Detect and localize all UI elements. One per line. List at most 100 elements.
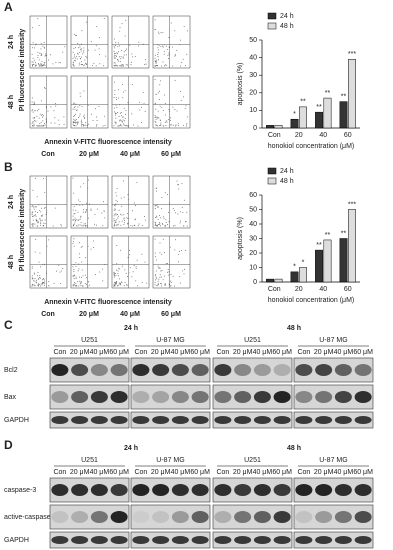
flow-dot xyxy=(88,49,90,51)
flow-dot xyxy=(155,124,157,126)
lane-label: 20 μM xyxy=(151,349,171,356)
flow-dot xyxy=(138,45,140,47)
flow-plot xyxy=(70,235,109,289)
flow-dot xyxy=(50,122,52,124)
blot-band xyxy=(273,416,291,424)
flow-dot xyxy=(142,91,144,93)
lane-label: 60 μM xyxy=(272,349,292,356)
flow-dot xyxy=(39,275,41,277)
flow-dot xyxy=(130,64,132,66)
column-label: 40 μM xyxy=(120,151,140,158)
blot-band xyxy=(191,511,209,523)
flow-dot xyxy=(98,106,100,108)
blot-band xyxy=(214,484,232,496)
flow-dot xyxy=(93,247,95,249)
flow-dot xyxy=(180,90,182,92)
y-tick-label: 30 xyxy=(249,72,257,79)
flow-dot xyxy=(157,283,159,285)
flow-dot xyxy=(168,284,170,286)
flow-dot xyxy=(37,222,39,224)
flow-dot xyxy=(118,125,120,127)
bar xyxy=(339,238,348,283)
flow-dot xyxy=(118,267,120,269)
flow-dot xyxy=(114,224,116,226)
blot-band xyxy=(295,536,313,544)
flow-dot xyxy=(154,120,156,122)
flow-dot xyxy=(163,217,165,219)
flow-dot xyxy=(42,115,44,117)
flow-dot xyxy=(129,44,131,46)
flow-dot xyxy=(158,45,160,47)
flow-dot xyxy=(73,54,75,56)
flow-dot xyxy=(34,117,36,119)
flow-dot xyxy=(31,285,33,287)
flow-dot xyxy=(83,115,85,117)
flow-dot xyxy=(158,117,160,119)
flow-dot xyxy=(180,99,182,101)
flow-dot xyxy=(123,217,125,219)
blot-band xyxy=(214,416,232,424)
blot-band xyxy=(152,364,170,376)
flow-dot xyxy=(93,62,95,64)
blot-strip xyxy=(293,531,374,549)
flow-dot xyxy=(79,51,81,53)
flow-dot xyxy=(169,285,171,287)
blot-band xyxy=(273,391,291,403)
flow-dot xyxy=(114,204,116,206)
flow-dot xyxy=(84,117,86,119)
flow-dot xyxy=(82,209,84,211)
flow-dot xyxy=(161,223,163,225)
flow-dot xyxy=(37,18,39,20)
flow-dot xyxy=(162,216,164,218)
flow-dot xyxy=(62,51,64,53)
flow-dot xyxy=(44,219,46,221)
flow-dot xyxy=(40,65,42,67)
flow-dot xyxy=(32,225,34,227)
flow-dot xyxy=(127,218,129,220)
y-tick-label: 60 xyxy=(249,192,257,199)
blot-band xyxy=(132,536,150,544)
flow-dot xyxy=(95,274,97,276)
blot-band xyxy=(234,484,252,496)
flow-dot xyxy=(173,209,175,211)
flow-dot xyxy=(154,57,156,59)
blot-band xyxy=(152,511,170,523)
flow-dot xyxy=(176,180,178,182)
flow-dot xyxy=(114,220,116,222)
flow-dot xyxy=(157,55,159,57)
flow-dot xyxy=(32,111,34,113)
column-label: 20 μM xyxy=(79,151,99,158)
flow-dot xyxy=(116,99,118,101)
flow-dot xyxy=(159,223,161,225)
flow-dot xyxy=(85,277,87,279)
flow-dot xyxy=(84,274,86,276)
flow-dot xyxy=(139,109,141,111)
flow-dot xyxy=(102,125,104,127)
flow-dot xyxy=(80,224,82,226)
blot-band xyxy=(214,536,232,544)
bar xyxy=(348,209,356,283)
flow-dot xyxy=(117,270,119,272)
blot-band xyxy=(234,364,252,376)
flow-dot xyxy=(155,275,157,277)
panel-label: A xyxy=(4,0,13,14)
flow-dot xyxy=(145,219,147,221)
flow-dot xyxy=(81,261,83,263)
flow-dot xyxy=(113,283,115,285)
bar xyxy=(290,271,299,283)
flow-dot xyxy=(155,60,157,62)
flow-dot xyxy=(85,202,87,204)
flow-dot xyxy=(50,106,52,108)
flow-dot xyxy=(134,56,136,58)
flow-dot xyxy=(126,64,128,66)
flow-dot xyxy=(82,275,84,277)
flow-dot xyxy=(165,219,167,221)
flow-dot xyxy=(44,88,46,90)
flow-dot xyxy=(115,200,117,202)
flow-dot xyxy=(141,253,143,255)
flow-dot xyxy=(155,61,157,63)
blot-band xyxy=(334,484,352,496)
flow-dot xyxy=(74,219,76,221)
flow-dot xyxy=(78,263,80,265)
flow-dot xyxy=(159,276,161,278)
